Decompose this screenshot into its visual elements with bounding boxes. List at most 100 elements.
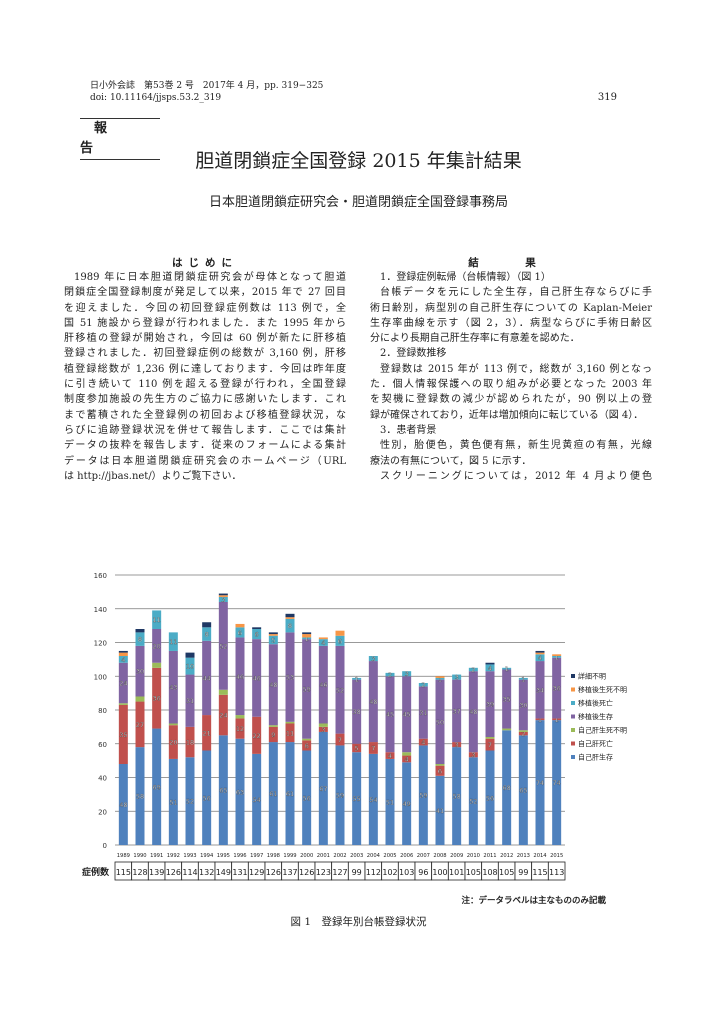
data-label: 6 <box>438 767 442 775</box>
data-label: 55 <box>353 795 361 803</box>
body-line: 閉鎖症全国登録制度が発足して以来，2015 年で 27 回目 <box>64 287 346 299</box>
bar-segment <box>285 742 295 845</box>
bar-segment <box>385 676 395 753</box>
bar-segment <box>318 731 328 845</box>
data-label: 21 <box>203 729 211 737</box>
x-tick-label: 1998 <box>267 853 280 859</box>
bar-segment <box>435 676 445 678</box>
y-tick-label: 40 <box>98 775 107 783</box>
bar-segment <box>118 764 128 845</box>
data-label: 50 <box>436 718 444 726</box>
case-count: 137 <box>282 868 297 877</box>
legend-label: 移植後生死不明 <box>578 685 627 694</box>
bar-segment <box>535 661 545 719</box>
data-label: 8 <box>288 622 292 630</box>
data-label: 1 <box>505 665 509 673</box>
data-label: 4 <box>121 656 125 664</box>
data-label: 36 <box>153 695 161 703</box>
case-count: 131 <box>232 868 247 877</box>
x-tick-label: 2014 <box>533 853 547 859</box>
legend-label: 移植後生存 <box>578 712 613 721</box>
data-label: 52 <box>219 642 227 650</box>
body-line: た．個人情報保護への取り組みが必要となった 2003 年 <box>370 379 652 391</box>
data-label: 5 <box>271 636 275 644</box>
bar-segment <box>318 645 328 724</box>
data-label: 38 <box>353 708 361 716</box>
bar-segment <box>402 671 412 677</box>
bar-segment <box>135 632 145 646</box>
case-count-label: 症例数 <box>82 866 110 878</box>
bar-segment <box>485 664 495 672</box>
data-label: 41 <box>436 807 444 815</box>
case-count: 102 <box>382 868 397 877</box>
bar-segment <box>485 737 495 739</box>
x-tick-label: 1989 <box>117 853 130 859</box>
data-label: 3 <box>321 726 325 734</box>
figure-note: 注：データラベルは主なもののみ記載 <box>461 896 606 906</box>
page-number: 319 <box>597 92 617 103</box>
data-label: 3 <box>471 751 475 759</box>
bar-segment <box>368 753 378 845</box>
body-line: 登録数は 2015 年が 113 例で，総数が 3,160 例となっ <box>380 363 652 375</box>
data-label: 4 <box>405 755 409 763</box>
body-line: 制度参加施設の先生方のご協力に感謝いたします．これ <box>64 394 346 406</box>
bar-segment <box>502 667 512 670</box>
case-count: 112 <box>366 868 381 877</box>
body-line: 生存率曲線を示す（図 2，3）．病型ならびに手術日齢区 <box>370 317 652 329</box>
data-label: 10 <box>186 663 194 671</box>
data-label: 2 <box>521 730 525 738</box>
legend-label: 移植後死亡 <box>578 699 613 708</box>
data-label: 27 <box>136 721 144 729</box>
bar-segment <box>285 613 295 618</box>
data-label: 4 <box>538 654 542 662</box>
case-count: 126 <box>266 868 281 877</box>
bar-segment <box>418 745 428 845</box>
case-count: 126 <box>299 868 314 877</box>
bar-segment <box>218 595 228 597</box>
body-line: データは日本胆道閉鎖症研究会のホームページ（URL <box>64 455 346 467</box>
data-label: 46 <box>236 673 244 681</box>
bar-segment <box>535 720 545 845</box>
data-label: 4 <box>388 752 392 760</box>
data-label: 7 <box>338 736 342 744</box>
data-label: 74 <box>553 779 561 787</box>
case-count: 105 <box>499 868 514 877</box>
case-count: 128 <box>132 868 147 877</box>
bar-segment <box>202 750 212 845</box>
bar-segment <box>118 656 128 663</box>
intro-body: 1989 年に日本胆道閉鎖症研究会が母体となって胆道 閉鎖症全国登録制度が発足して… <box>64 270 346 484</box>
legend-swatch <box>571 674 575 678</box>
bar-segment <box>502 728 512 731</box>
data-label: 52 <box>186 798 194 806</box>
data-label: 68 <box>503 784 511 792</box>
case-count: 115 <box>116 868 131 877</box>
x-tick-label: 2013 <box>517 853 530 859</box>
body-line: 国 51 施設から登録が行われました．また 1995 年から <box>64 317 346 329</box>
bar-segment <box>218 694 228 736</box>
data-label: 59 <box>336 792 344 800</box>
bar-segment <box>535 654 545 662</box>
body-line: 録が確保されており，近年は増加傾向に転じている（図 4）． <box>370 409 644 421</box>
bar-segment <box>268 635 278 645</box>
bar-segment <box>518 679 528 731</box>
bar-segment <box>368 742 378 754</box>
bar-segment <box>135 629 145 633</box>
data-label: 54 <box>253 796 261 804</box>
data-label: 63 <box>236 788 244 796</box>
bar-segment <box>485 750 495 845</box>
bar-segment <box>552 720 562 845</box>
bar-segment <box>168 758 178 845</box>
article-title: 胆道閉鎖症全国登録 2015 年集計結果 <box>195 150 522 172</box>
bar-segment <box>185 674 195 727</box>
bar-segment <box>235 627 245 638</box>
data-label: 1 <box>355 675 359 683</box>
bar-segment <box>368 661 378 743</box>
bar-segment <box>252 629 262 640</box>
data-label: 18 <box>186 739 194 747</box>
data-label: 48 <box>369 698 377 706</box>
data-label: 48 <box>269 681 277 689</box>
bar-segment <box>218 593 228 596</box>
data-label: 51 <box>386 798 394 806</box>
case-count: 101 <box>449 868 464 877</box>
data-label: 30 <box>136 668 144 676</box>
